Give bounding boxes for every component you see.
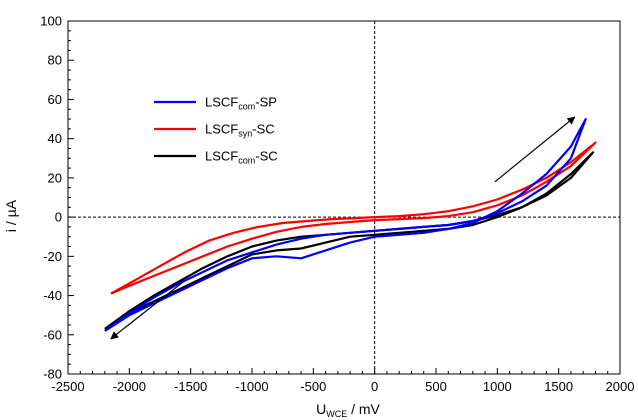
y-tick-label: 100 [40,14,62,29]
reference-lines [68,21,620,374]
scan-direction-arrow-2 [110,281,184,340]
legend-label-rest: -SC [252,122,274,137]
y-tick-label: -20 [43,249,62,264]
x-axis-title-main: U [316,401,326,417]
y-axis-title: i / µA [3,199,19,232]
x-axis-title-sub: WCE [326,409,347,419]
legend-label-sub: com [238,156,255,166]
x-tick-label: 0 [371,379,378,394]
legend-label-sub: syn [238,129,252,139]
y-tick-label: -80 [43,367,62,382]
x-axis-title: UWCE / mV [316,401,380,419]
x-tick-label: -1000 [235,379,268,394]
legend-label-rest: -SC [255,149,277,164]
x-tick-label: 1000 [483,379,512,394]
legend-label: LSCFsyn-SC [205,122,275,139]
x-tick-label: -500 [300,379,326,394]
y-tick-label: -60 [43,327,62,342]
x-tick-label: 500 [425,379,447,394]
series-line-lscf-com-sc [104,151,595,330]
y-tick-label: 80 [48,53,62,68]
x-tick-label: -1500 [174,379,207,394]
legend-label-main: LSCF [205,122,238,137]
axes: -2500 -2000 -1500 -1000 -500 0 500 1000 1500 2000… [40,14,634,395]
y-tick-label: 60 [48,92,62,107]
x-tick-label: -2000 [113,379,146,394]
annotation-arrows [110,116,576,340]
x-axis-title-rest: / mV [347,401,380,417]
legend-label-main: LSCF [205,95,238,110]
x-tick-label: 2000 [606,379,635,394]
legend-label: LSCFcom-SP [205,95,277,112]
legend-label-rest: -SP [255,95,277,110]
y-tick-label: 20 [48,170,62,185]
legend-label: LSCFcom-SC [205,149,278,166]
legend-label-main: LSCF [205,149,238,164]
x-tick-label: -2500 [51,379,84,394]
y-tick-label: 40 [48,131,62,146]
legend-label-sub: com [238,102,255,112]
y-tick-label: 0 [55,210,62,225]
series-line-lscf-com-sp [104,117,587,332]
x-tick-label: 1500 [544,379,573,394]
y-tick-label: -40 [43,288,62,303]
series-line-lscf-syn-sc [110,141,597,295]
series-lines [104,117,597,332]
scan-direction-arrow-1 [494,116,576,183]
